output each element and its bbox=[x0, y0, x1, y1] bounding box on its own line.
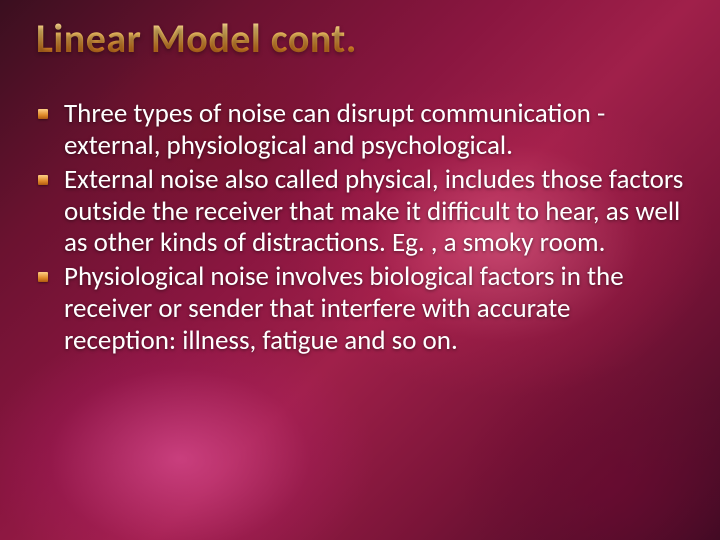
list-item: Three types of noise can disrupt communi… bbox=[58, 98, 684, 162]
bullet-list: Three types of noise can disrupt communi… bbox=[36, 98, 684, 357]
list-item: Physiological noise involves biological … bbox=[58, 261, 684, 357]
list-item: External noise also called physical, inc… bbox=[58, 164, 684, 260]
slide: Linear Model cont. Three types of noise … bbox=[0, 0, 720, 540]
slide-title: Linear Model cont. bbox=[36, 18, 684, 60]
